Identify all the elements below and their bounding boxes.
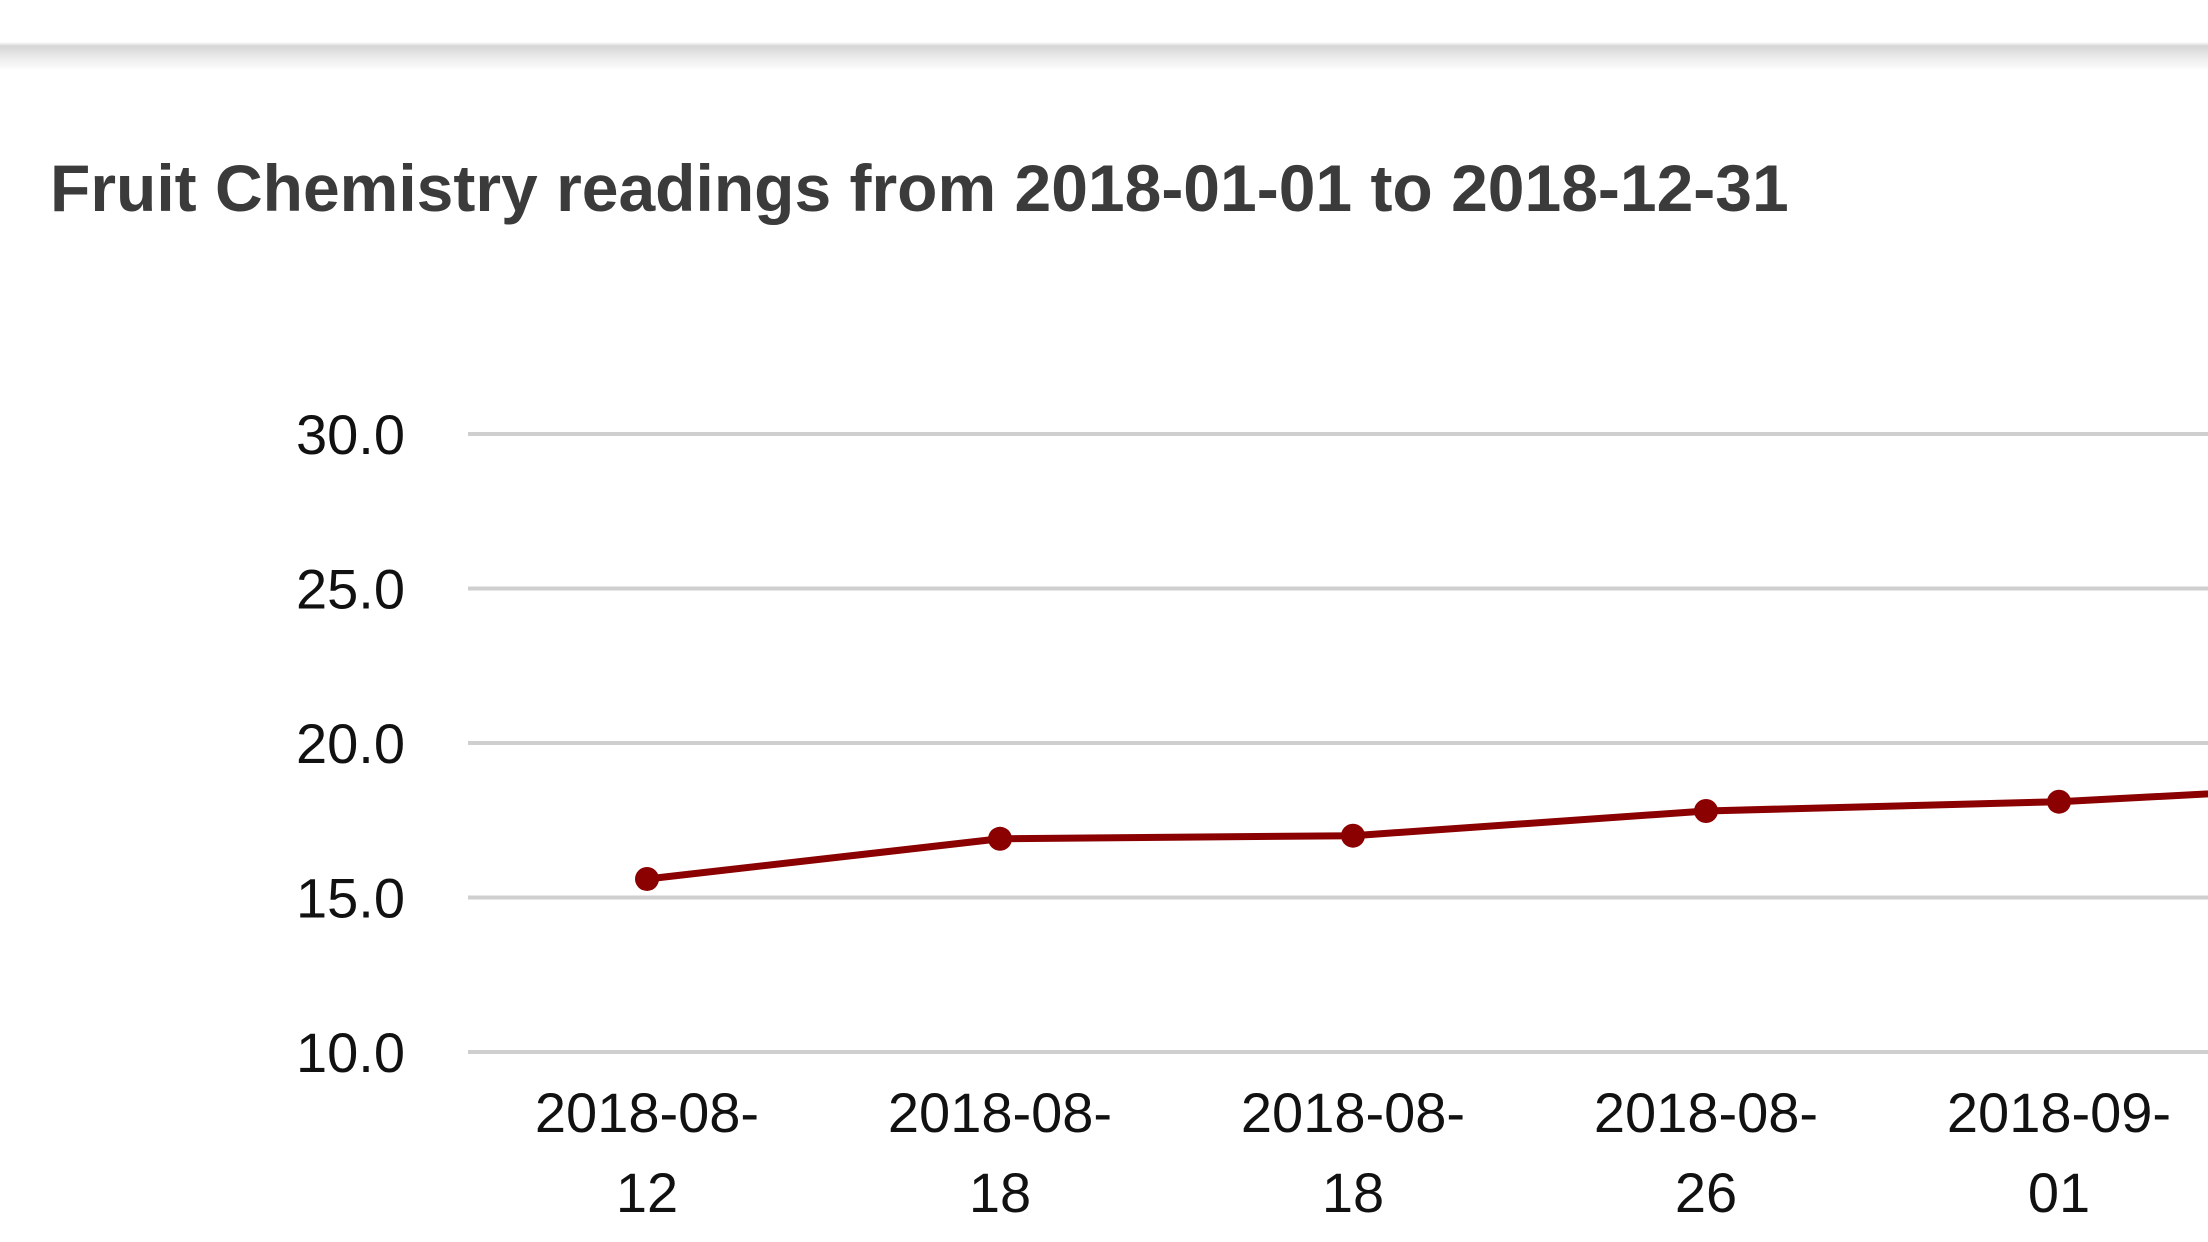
chart-title: Fruit Chemistry readings from 2018-01-01… (50, 151, 1789, 225)
x-axis-labels: 2018-08-12 2018-08-18 2018-08-18 2018-08-26… (535, 1081, 2171, 1224)
window-top-bar (0, 0, 2208, 70)
y-tick-label: 10.0 (296, 1021, 405, 1084)
x-tick-label: 2018-08-18 (888, 1081, 1112, 1224)
y-tick-label: 20.0 (296, 712, 405, 775)
y-axis-labels: 10.0 15.0 20.0 25.0 30.0 (296, 403, 405, 1084)
y-tick-label: 15.0 (296, 867, 405, 930)
grid-lines (468, 432, 2208, 1054)
x-tick-label: 2018-08-18 (1241, 1081, 1465, 1224)
y-tick-label: 25.0 (296, 558, 405, 621)
y-tick-label: 30.0 (296, 403, 405, 466)
x-tick-label: 2018-08-26 (1594, 1081, 1818, 1224)
series-line (643, 790, 2208, 883)
data-point[interactable] (635, 866, 659, 891)
x-tick-label: 2018-09-01 (1947, 1081, 2171, 1224)
x-tick-label: 2018-08-12 (535, 1081, 759, 1224)
series-group (635, 789, 2208, 891)
data-point[interactable] (988, 826, 1012, 851)
data-point[interactable] (2047, 789, 2071, 814)
data-point[interactable] (1341, 823, 1365, 848)
data-point[interactable] (1694, 798, 1718, 823)
